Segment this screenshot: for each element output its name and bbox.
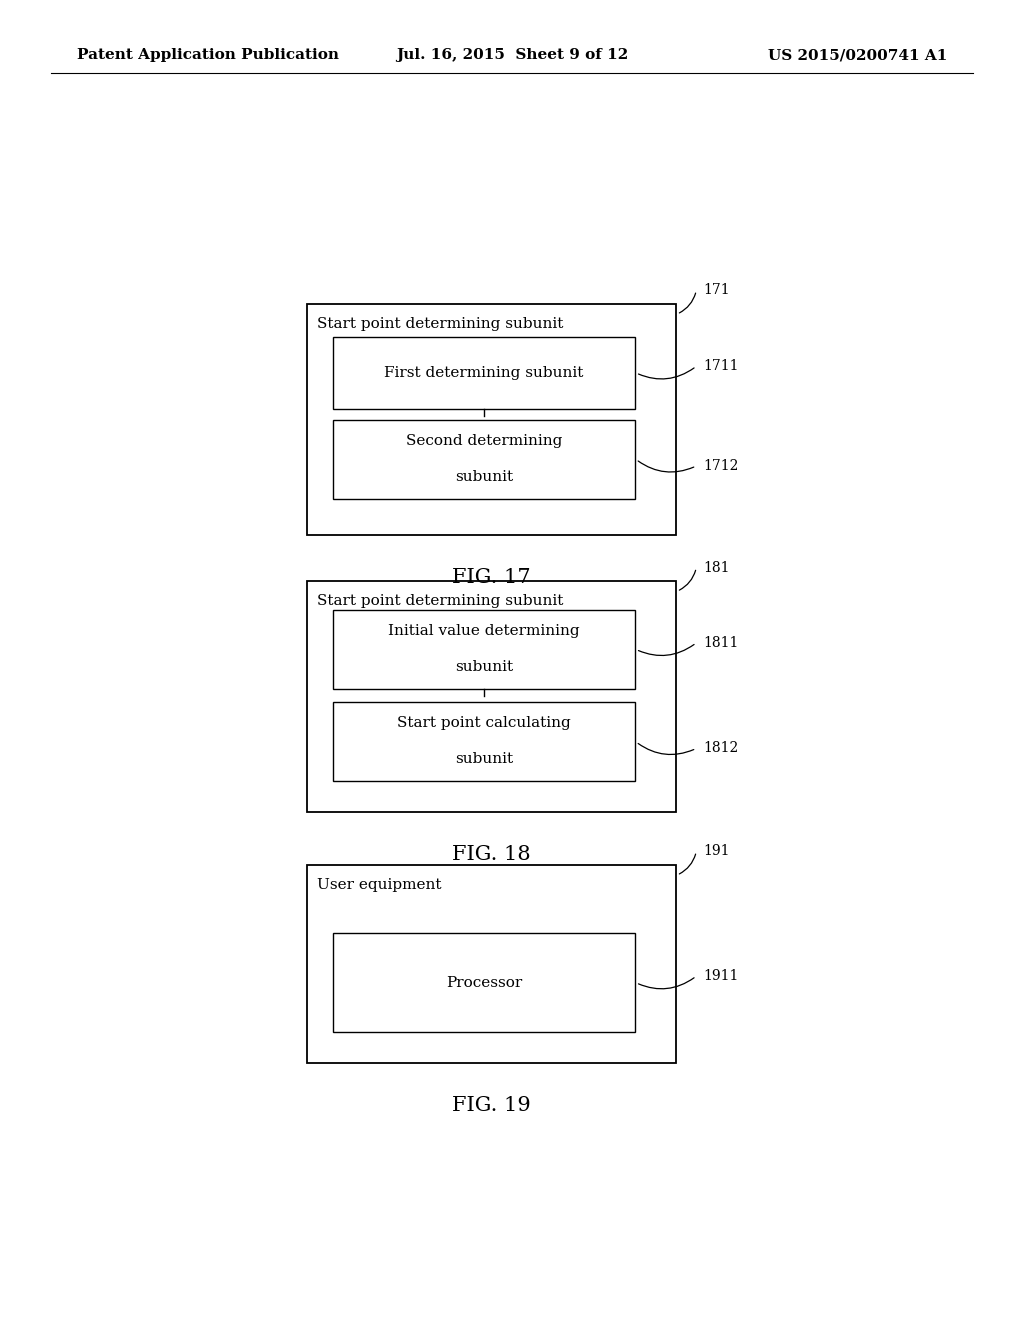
Text: Jul. 16, 2015  Sheet 9 of 12: Jul. 16, 2015 Sheet 9 of 12	[396, 49, 628, 62]
Text: subunit: subunit	[455, 752, 513, 766]
Text: User equipment: User equipment	[317, 878, 442, 892]
Text: 171: 171	[703, 284, 730, 297]
Text: 181: 181	[703, 561, 730, 574]
Text: 1812: 1812	[703, 742, 738, 755]
Text: 1811: 1811	[703, 636, 739, 649]
Text: Initial value determining: Initial value determining	[388, 624, 580, 638]
Bar	[307, 304, 676, 535]
Text: Start point calculating: Start point calculating	[397, 717, 570, 730]
Text: subunit: subunit	[455, 470, 513, 483]
Text: 191: 191	[703, 845, 730, 858]
Text: 1911: 1911	[703, 969, 739, 983]
Text: subunit: subunit	[455, 660, 513, 673]
Text: FIG. 19: FIG. 19	[453, 1096, 530, 1114]
Text: First determining subunit: First determining subunit	[384, 366, 584, 380]
Text: Patent Application Publication: Patent Application Publication	[77, 49, 339, 62]
Text: Second determining: Second determining	[406, 434, 562, 447]
Bar	[333, 337, 635, 409]
Text: FIG. 17: FIG. 17	[453, 568, 530, 586]
Text: Processor: Processor	[445, 975, 522, 990]
Bar	[333, 420, 635, 499]
Text: US 2015/0200741 A1: US 2015/0200741 A1	[768, 49, 947, 62]
Bar	[307, 581, 676, 812]
Text: FIG. 18: FIG. 18	[453, 845, 530, 863]
Bar	[333, 610, 635, 689]
Bar	[333, 933, 635, 1032]
Bar	[333, 702, 635, 781]
Bar	[307, 865, 676, 1063]
Text: Start point determining subunit: Start point determining subunit	[317, 594, 564, 609]
Text: Start point determining subunit: Start point determining subunit	[317, 317, 564, 331]
Text: 1711: 1711	[703, 359, 739, 374]
Text: 1712: 1712	[703, 459, 739, 473]
